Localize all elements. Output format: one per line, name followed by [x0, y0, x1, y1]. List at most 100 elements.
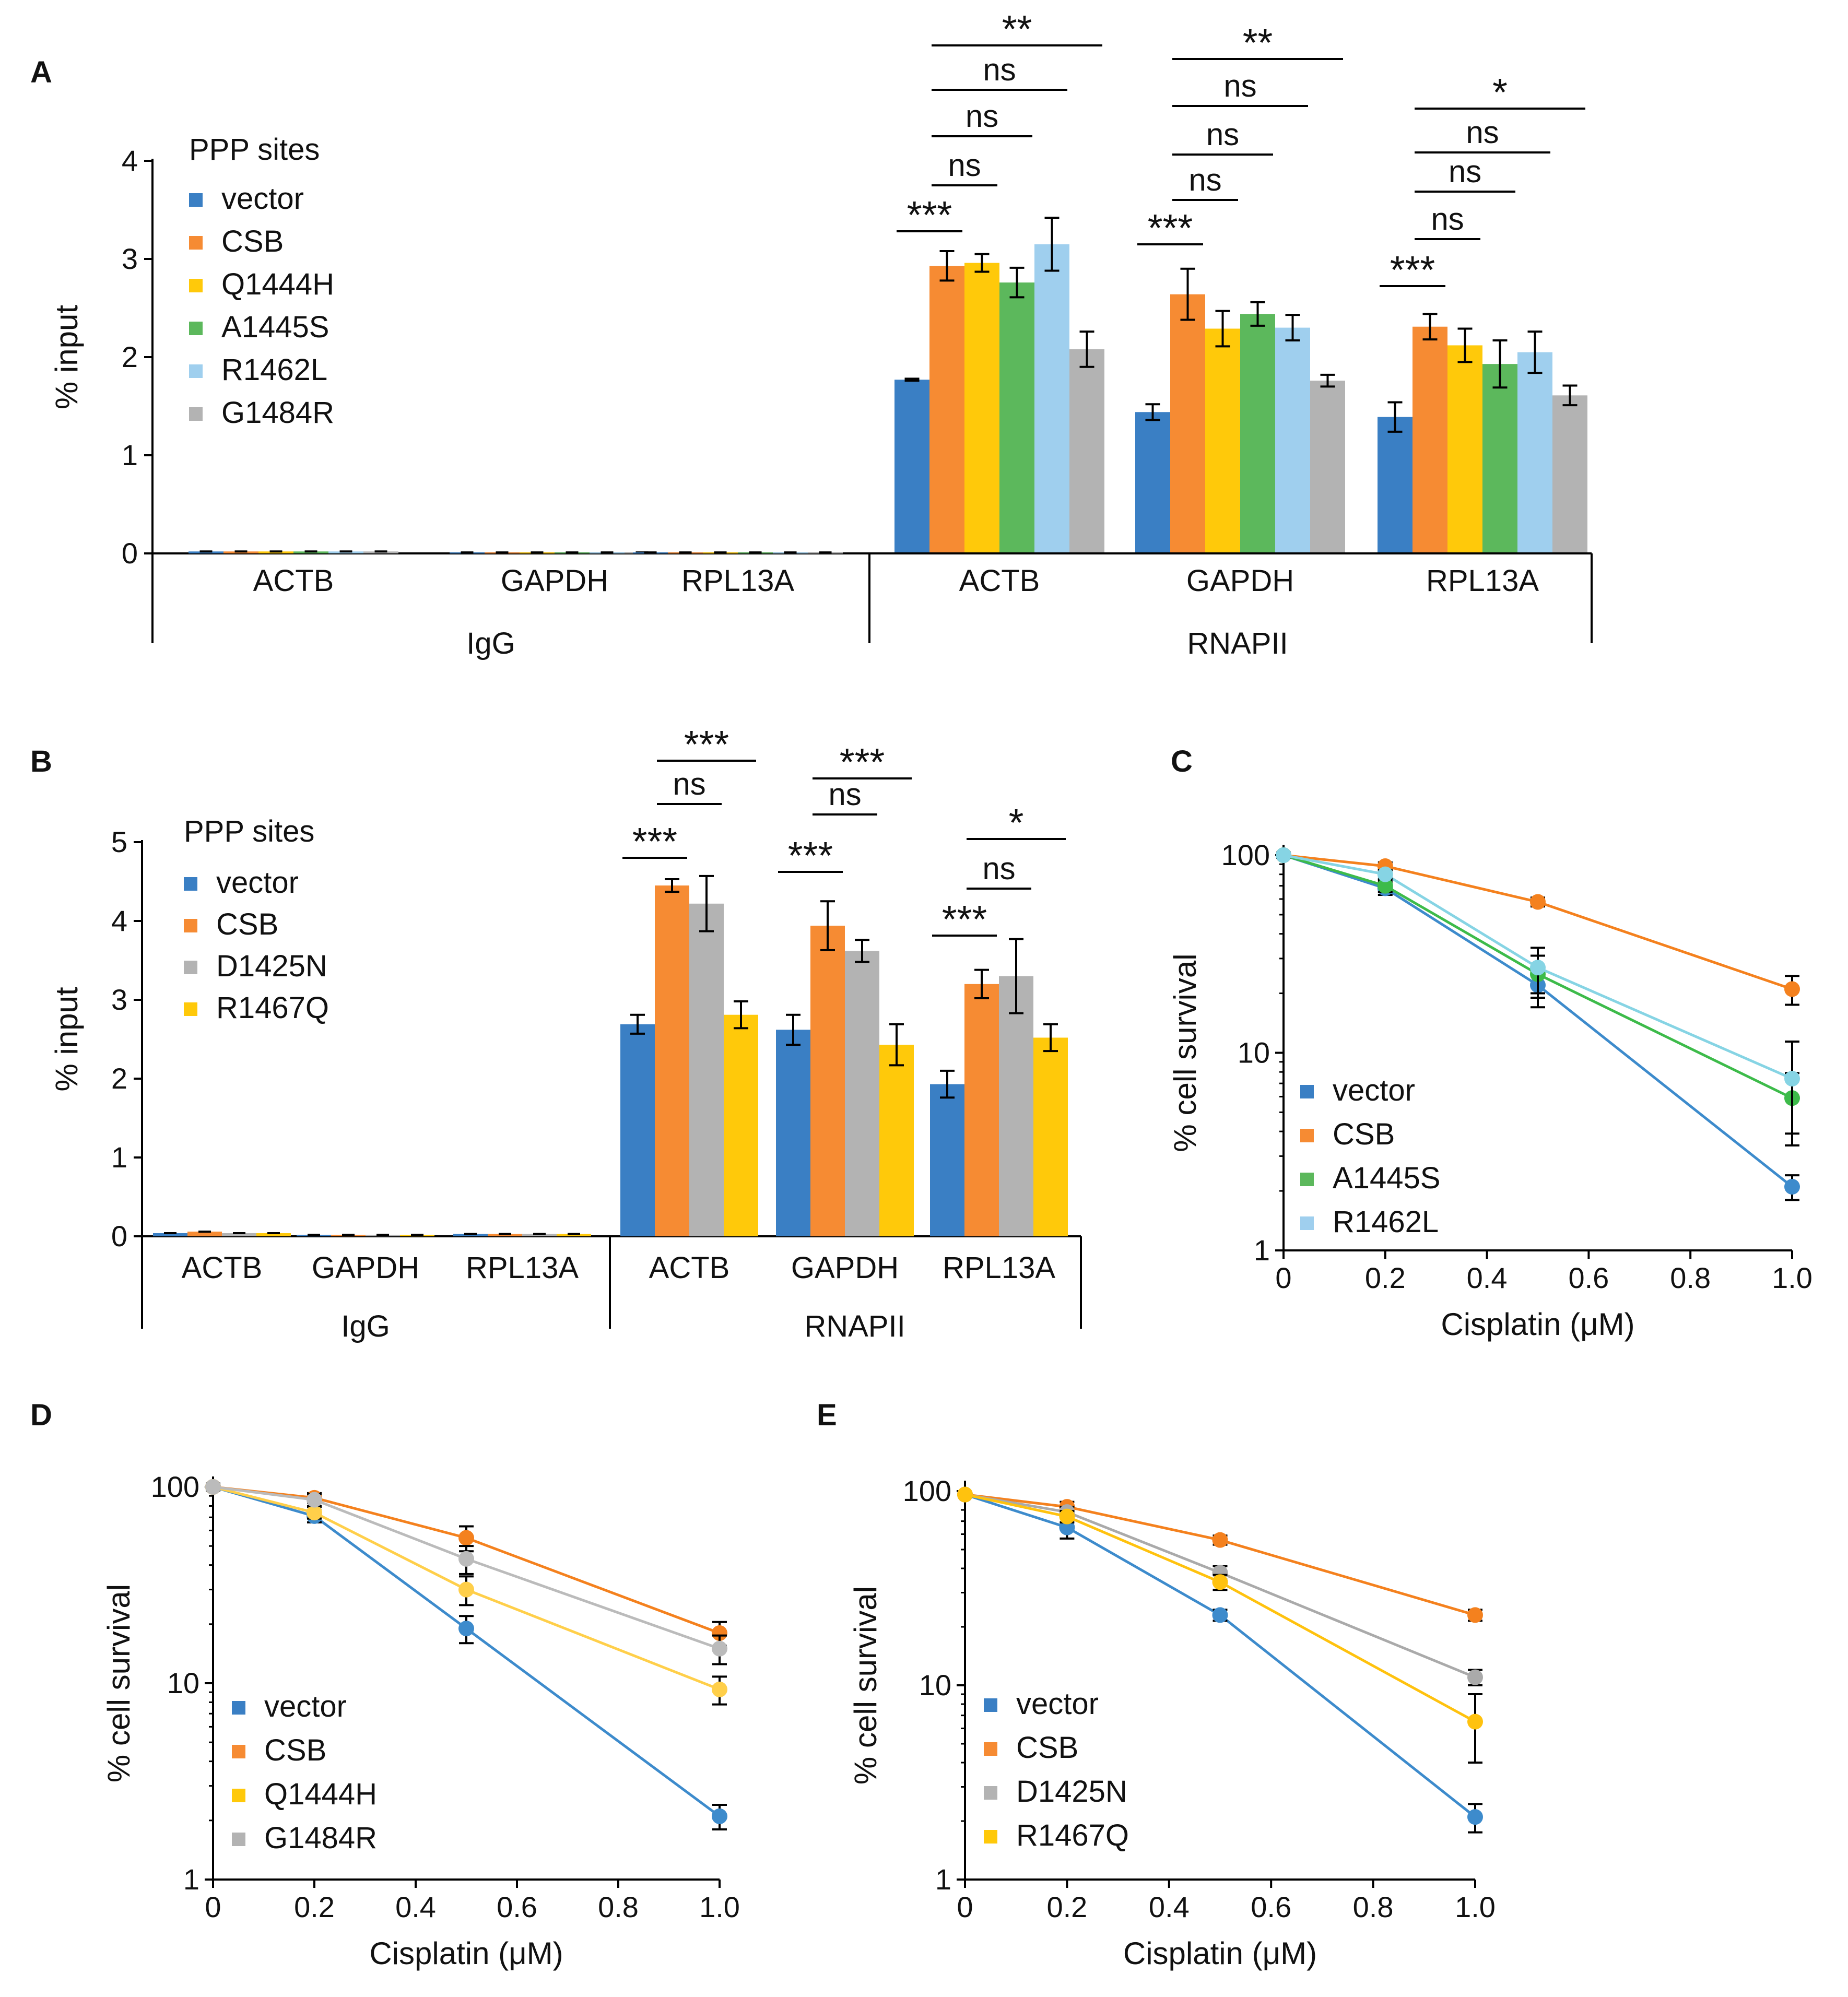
legend-label-q1444h: Q1444H	[221, 267, 334, 301]
data-point-csb	[1212, 1532, 1228, 1548]
bar-rnapii-actb-vector	[620, 1024, 655, 1236]
bar-rnapii-rpl13a-g1484r	[1552, 395, 1587, 553]
y-tick-label: 1	[935, 1863, 951, 1896]
data-point-r1462l	[1784, 1070, 1800, 1086]
bar-igg-actb-csb	[187, 1231, 222, 1236]
bar-rnapii-rpl13a-vector	[930, 1084, 964, 1236]
y-tick-label: 3	[111, 983, 127, 1016]
significance-label: ns	[673, 766, 705, 801]
y-tick-label: 100	[151, 1470, 199, 1503]
significance-label: **	[1002, 7, 1032, 51]
legend-swatch-vector	[984, 1698, 997, 1712]
legend-label-d1425n: D1425N	[216, 949, 327, 983]
legend-swatch-q1444h	[232, 1789, 245, 1802]
bar-igg-rpl13a-d1425n	[522, 1234, 557, 1236]
group-label-rnapii: RNAPII	[1187, 627, 1288, 660]
x-tick-label: 0.4	[395, 1890, 436, 1923]
survival-chart-panel-c: 1 10 100 0 0.2 0.4 0.6 0.8 1.0 Cisplatin (μM) % ce…	[1168, 838, 1812, 1342]
survival-chart-panel-e: 1 10 100 0 0.2 0.4 0.6 0.8 1.0 Cisplatin (μM) % ce…	[848, 1474, 1496, 1971]
bar-rnapii-gapdh-r1467q	[879, 1045, 914, 1236]
y-tick-label: 1	[1254, 1234, 1270, 1267]
panel-letter-d: D	[30, 1398, 52, 1432]
significance-label: *	[1009, 801, 1024, 844]
data-point-r1462l	[1377, 866, 1393, 882]
category-label-actb: ACTB	[649, 1251, 730, 1285]
significance-label: ns	[828, 777, 861, 812]
legend-swatch-q1444h	[189, 279, 203, 292]
y-axis-label: % cell survival	[1168, 953, 1203, 1152]
x-tick-label: 0.6	[497, 1890, 537, 1923]
significance-label: ***	[684, 723, 729, 766]
legend-swatch-r1462l	[189, 364, 203, 378]
panel-letter-b: B	[30, 745, 52, 778]
legend-swatch-vector	[189, 193, 203, 207]
survival-chart-panel-d: 1 10 100 0 0.2 0.4 0.6 0.8 1.0 Cisplatin (μM) % ce…	[101, 1470, 740, 1971]
category-label-gapdh: GAPDH	[501, 564, 608, 598]
y-axis-label: % cell survival	[848, 1586, 883, 1785]
legend-swatch-r1467q	[184, 1002, 197, 1016]
significance-label: ns	[1188, 162, 1221, 197]
y-axis-label: % cell survival	[101, 1584, 136, 1782]
data-point-q1444h	[458, 1581, 474, 1598]
significance-label: ***	[632, 820, 677, 863]
legend-swatch-g1484r	[189, 407, 203, 421]
bar-rnapii-gapdh-q1444h	[1205, 328, 1240, 553]
legend-swatch-r1462l	[1300, 1216, 1314, 1230]
bar-rnapii-actb-csb	[655, 885, 689, 1236]
panel-letter-a: A	[30, 55, 52, 89]
bar-rnapii-actb-g1484r	[1069, 349, 1104, 553]
bar-rnapii-rpl13a-d1425n	[999, 976, 1033, 1236]
bar-rnapii-actb-vector	[894, 380, 929, 553]
bar-rnapii-gapdh-vector	[776, 1030, 810, 1236]
data-point-q1444h	[307, 1505, 322, 1521]
series-line-r1467q	[964, 1493, 1476, 1723]
data-point-vector	[1212, 1607, 1228, 1623]
bar-rnapii-actb-d1425n	[689, 903, 724, 1236]
legend-label-q1444h: Q1444H	[264, 1777, 377, 1811]
y-tick-label: 4	[122, 144, 138, 177]
legend-label-d1425n: D1425N	[1016, 1775, 1127, 1809]
significance-label: ns	[1206, 117, 1239, 152]
data-point-vector	[712, 1808, 727, 1824]
legend-swatch-d1425n	[184, 961, 197, 974]
x-tick-label: 0	[205, 1890, 221, 1923]
significance-label: ns	[1449, 154, 1481, 189]
data-point-r1467q	[1212, 1574, 1228, 1590]
y-tick-label: 5	[111, 825, 127, 858]
series-line-d1425n	[964, 1493, 1476, 1679]
data-point-r1462l	[1530, 960, 1546, 976]
legend-title: PPP sites	[189, 133, 320, 167]
legend-label-vector: vector	[264, 1689, 347, 1723]
data-point-csb	[1530, 894, 1546, 910]
bar-rnapii-gapdh-a1445s	[1240, 314, 1275, 553]
category-label-rpl13a: RPL13A	[466, 1251, 579, 1285]
bar-igg-actb-d1425n	[222, 1233, 256, 1236]
legend-label-a1445s: A1445S	[1333, 1161, 1440, 1195]
legend-label-csb: CSB	[264, 1733, 326, 1767]
bar-rnapii-gapdh-csb	[810, 926, 845, 1236]
series-line-csb	[1283, 854, 1793, 990]
bar-rnapii-rpl13a-vector	[1378, 417, 1413, 553]
legend-swatch-csb	[984, 1742, 997, 1756]
legend-swatch-vector	[1300, 1085, 1314, 1098]
x-tick-label: 0.8	[1353, 1890, 1394, 1923]
legend-swatch-a1445s	[1300, 1173, 1314, 1186]
legend-swatch-vector	[184, 877, 197, 891]
bar-rnapii-actb-q1444h	[964, 263, 999, 553]
significance-label: **	[1243, 21, 1273, 64]
significance-label: ***	[840, 740, 885, 784]
bar-rnapii-actb-r1467q	[724, 1014, 758, 1236]
significance-label: ***	[942, 897, 987, 941]
x-axis-label: Cisplatin (μM)	[1123, 1936, 1317, 1971]
series-line-g1484r	[213, 1485, 720, 1650]
significance-label: ***	[788, 834, 833, 877]
data-point-csb	[458, 1530, 474, 1546]
significance-label: ***	[1390, 248, 1435, 291]
legend-swatch-a1445s	[189, 322, 203, 335]
y-tick-label: 1	[111, 1141, 127, 1174]
data-point-vector	[458, 1621, 474, 1637]
significance-label: ns	[1431, 202, 1464, 237]
bar-chart-panel-a: 0 1 2 3 4 % input IgG ACTB GAPDH RPL13A RNAPII ACTB…	[49, 7, 1593, 660]
data-point-d1425n	[1467, 1669, 1483, 1685]
legend-label-vector: vector	[1016, 1687, 1099, 1721]
